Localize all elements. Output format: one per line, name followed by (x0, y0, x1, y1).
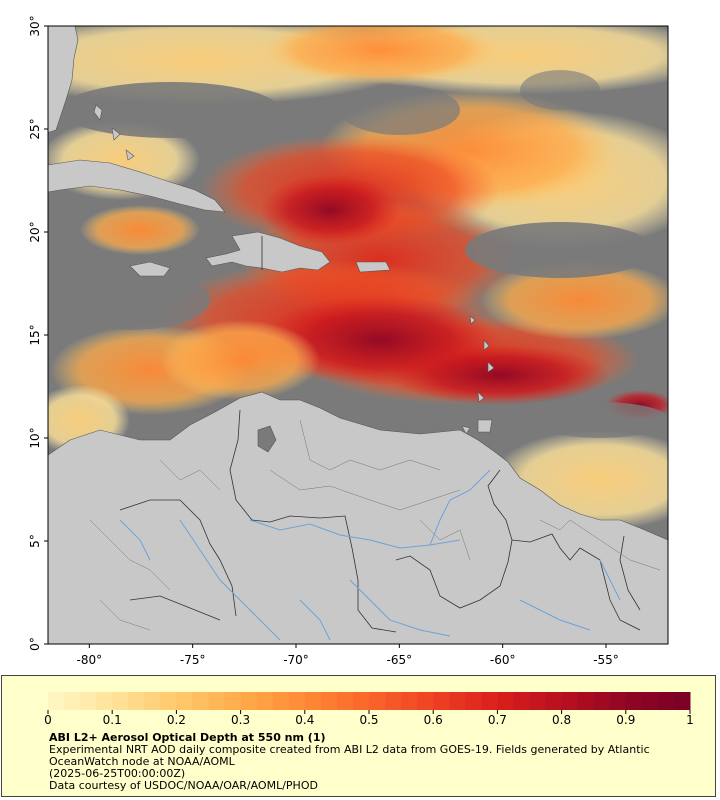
legend-panel: 0 0.1 0.2 0.3 0.4 0.5 0.6 0.7 0.8 0.9 1 ABI L2+ Ae… (1, 675, 716, 797)
colorbar-swatch (433, 692, 450, 710)
lesser-antilles-land (461, 315, 495, 435)
colorbar-swatch (272, 692, 290, 710)
colorbar-swatch (112, 692, 129, 710)
x-tick-label: -75° (180, 653, 206, 667)
florida-land (48, 26, 79, 133)
colorbar-swatch (256, 692, 274, 710)
colorbar-tick-label: 0.3 (231, 713, 250, 727)
colorbar-tick-label: 0.6 (424, 713, 443, 727)
colorbar-swatch (513, 692, 530, 710)
colorbar-swatch (64, 692, 81, 710)
colorbar-swatch (128, 692, 145, 710)
colorbar-swatch (481, 692, 498, 710)
aod-map-svg: -80° -75° -70° -65° -60° -55° 0° 5° 10° 15° 20° 25… (28, 15, 669, 667)
colorbar-swatch (625, 692, 643, 710)
y-tick-label: 25° (28, 118, 42, 139)
internal-borders (89, 419, 661, 631)
aod-map-figure: -80° -75° -70° -65° -60° -55° 0° 5° 10° 15° 20° 25… (28, 15, 669, 667)
colorbar-swatch (160, 692, 177, 710)
colorbar-swatch (609, 692, 627, 710)
colorbar-swatch (320, 692, 338, 710)
land-masses (48, 26, 668, 644)
x-tick-label: -80° (77, 653, 103, 667)
caption-credit: Data courtesy of USDOC/NOAA/OAR/AOML/PHO… (49, 779, 318, 792)
colorbar-swatch (288, 692, 306, 710)
x-axis: -80° -75° -70° -65° -60° -55° (77, 644, 619, 667)
colorbar-ticks: 0 0.1 0.2 0.3 0.4 0.5 0.6 0.7 0.8 0.9 1 (44, 710, 694, 727)
colorbar-swatch (240, 692, 258, 710)
y-tick-label: 15° (28, 324, 42, 345)
colorbar-tick-label: 0.2 (167, 713, 186, 727)
colorbar-tick-label: 0.5 (359, 713, 378, 727)
cuba-land (48, 159, 226, 213)
x-tick-label: -65° (387, 653, 413, 667)
colorbar: 0 0.1 0.2 0.3 0.4 0.5 0.6 0.7 0.8 0.9 1 (44, 692, 694, 727)
colorbar-swatch (545, 692, 563, 710)
colorbar-swatch (561, 692, 579, 710)
colorbar-swatch (144, 692, 161, 710)
colorbar-swatch (48, 692, 65, 710)
colorbar-swatch (657, 692, 675, 710)
colorbar-tick-label: 0.1 (103, 713, 122, 727)
caption-timestamp: (2025-06-25T00:00:00Z) (49, 767, 186, 780)
colorbar-swatch (352, 692, 370, 710)
y-tick-label: 30° (28, 15, 42, 36)
caption-description: Experimental NRT AOD daily composite cre… (49, 743, 650, 768)
colorbar-swatch (224, 692, 242, 710)
colorbar-swatch (401, 692, 418, 710)
colorbar-tick-label: 0.9 (616, 713, 635, 727)
bahamas-land (93, 104, 151, 181)
colorbar-swatch (673, 692, 691, 710)
rivers (119, 469, 621, 641)
y-tick-label: 20° (28, 221, 42, 242)
colorbar-swatch (529, 692, 547, 710)
colorbar-swatches (48, 692, 691, 710)
colorbar-swatch (369, 692, 386, 710)
colorbar-swatch (304, 692, 322, 710)
colorbar-swatch (641, 692, 659, 710)
colorbar-swatch (497, 692, 514, 710)
x-tick-label: -55° (593, 653, 619, 667)
colorbar-swatch (449, 692, 466, 710)
y-tick-label: 5° (28, 534, 42, 548)
colorbar-swatch (385, 692, 402, 710)
puerto-rico-land (355, 261, 391, 273)
lake-maracaibo (257, 425, 277, 453)
trinidad-land (477, 419, 493, 433)
colorbar-tick-label: 0.8 (552, 713, 571, 727)
y-axis: 0° 5° 10° 15° 20° 25° 30° (28, 15, 48, 651)
colorbar-swatch (593, 692, 611, 710)
colorbar-swatch (208, 692, 226, 710)
colorbar-swatch (336, 692, 354, 710)
colorbar-swatch (465, 692, 482, 710)
colorbar-tick-label: 1 (686, 713, 694, 727)
colorbar-tick-label: 0 (44, 713, 52, 727)
colorbar-swatch (417, 692, 434, 710)
jamaica-land (129, 261, 171, 277)
x-tick-label: -60° (490, 653, 516, 667)
hispaniola-land (205, 231, 331, 273)
y-tick-label: 10° (28, 427, 42, 448)
y-tick-label: 0° (28, 637, 42, 651)
colorbar-swatch (176, 692, 193, 710)
caption-title: ABI L2+ Aerosol Optical Depth at 550 nm … (49, 731, 326, 744)
country-borders (119, 236, 641, 633)
south-america-land (48, 391, 668, 644)
colorbar-tick-label: 0.7 (488, 713, 507, 727)
colorbar-swatch (577, 692, 595, 710)
colorbar-swatch (80, 692, 97, 710)
colorbar-tick-label: 0.4 (295, 713, 314, 727)
colorbar-swatch (192, 692, 209, 710)
x-tick-label: -70° (283, 653, 309, 667)
colorbar-swatch (96, 692, 113, 710)
